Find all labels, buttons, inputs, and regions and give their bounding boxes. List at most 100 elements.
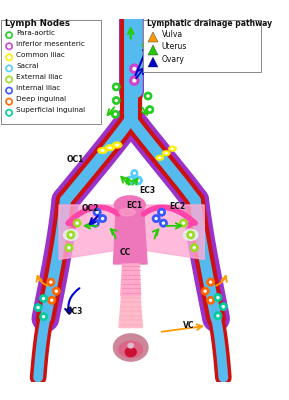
Text: VC: VC <box>183 320 194 330</box>
Circle shape <box>190 244 198 252</box>
Circle shape <box>111 110 119 118</box>
Circle shape <box>50 298 53 302</box>
Circle shape <box>207 278 215 286</box>
Circle shape <box>67 231 75 239</box>
Circle shape <box>94 222 97 225</box>
Circle shape <box>134 176 142 185</box>
Circle shape <box>114 112 117 116</box>
Polygon shape <box>114 208 147 264</box>
Text: Inferior mesenteric: Inferior mesenteric <box>16 41 85 47</box>
Ellipse shape <box>171 148 174 150</box>
Text: EC1: EC1 <box>126 201 142 210</box>
Circle shape <box>201 287 209 295</box>
Circle shape <box>219 302 227 311</box>
Circle shape <box>152 214 160 223</box>
Text: Ovary: Ovary <box>162 55 184 64</box>
Circle shape <box>8 78 11 81</box>
Circle shape <box>8 45 11 48</box>
Ellipse shape <box>164 152 168 154</box>
Circle shape <box>69 233 73 237</box>
Circle shape <box>52 287 60 295</box>
Text: Lymph Nodes: Lymph Nodes <box>5 19 71 28</box>
Circle shape <box>203 290 207 293</box>
Circle shape <box>182 222 185 225</box>
Circle shape <box>42 297 45 300</box>
Circle shape <box>8 100 11 103</box>
Ellipse shape <box>105 144 115 151</box>
FancyBboxPatch shape <box>143 20 262 72</box>
Text: External iliac: External iliac <box>16 74 63 80</box>
Circle shape <box>49 280 53 284</box>
Circle shape <box>133 172 136 175</box>
Circle shape <box>95 210 99 214</box>
Text: EC3: EC3 <box>139 186 155 195</box>
Circle shape <box>158 208 166 216</box>
Circle shape <box>5 54 13 61</box>
Ellipse shape <box>114 196 145 214</box>
Circle shape <box>144 92 152 100</box>
Circle shape <box>112 96 120 105</box>
Circle shape <box>209 280 212 284</box>
Circle shape <box>8 89 11 92</box>
Circle shape <box>8 111 11 114</box>
Circle shape <box>112 83 120 91</box>
Text: Internal iliac: Internal iliac <box>16 85 61 91</box>
Ellipse shape <box>114 334 148 361</box>
Circle shape <box>8 67 11 70</box>
Ellipse shape <box>64 230 78 240</box>
Circle shape <box>132 67 136 71</box>
Circle shape <box>160 210 163 214</box>
Circle shape <box>209 298 212 302</box>
Text: OC1: OC1 <box>67 155 84 164</box>
Text: Lymphatic drainage pathway: Lymphatic drainage pathway <box>147 19 272 28</box>
Text: EC2: EC2 <box>169 202 185 212</box>
Ellipse shape <box>128 344 134 348</box>
Circle shape <box>47 278 55 286</box>
Text: Sacral: Sacral <box>16 63 39 69</box>
Circle shape <box>40 312 48 321</box>
Circle shape <box>129 64 139 74</box>
Ellipse shape <box>119 208 135 216</box>
Circle shape <box>179 219 188 227</box>
Circle shape <box>67 246 71 249</box>
Circle shape <box>114 85 118 89</box>
Circle shape <box>146 106 154 114</box>
Circle shape <box>5 32 13 39</box>
Circle shape <box>5 76 13 83</box>
Ellipse shape <box>100 149 105 152</box>
Circle shape <box>40 294 48 302</box>
Circle shape <box>207 296 215 304</box>
Text: OC2: OC2 <box>82 204 99 213</box>
Circle shape <box>75 222 79 225</box>
Circle shape <box>5 65 13 72</box>
Circle shape <box>8 56 11 59</box>
Text: OC3: OC3 <box>66 307 83 316</box>
Text: Common iliac: Common iliac <box>16 52 65 58</box>
Circle shape <box>216 296 220 299</box>
Circle shape <box>65 244 73 252</box>
Circle shape <box>101 217 104 220</box>
Polygon shape <box>59 205 118 260</box>
Ellipse shape <box>168 146 177 151</box>
Polygon shape <box>119 296 142 328</box>
Circle shape <box>162 222 165 225</box>
Circle shape <box>55 290 58 293</box>
Circle shape <box>48 296 56 304</box>
Polygon shape <box>121 264 141 296</box>
Circle shape <box>129 178 133 182</box>
Ellipse shape <box>98 147 108 154</box>
Ellipse shape <box>156 155 164 160</box>
Circle shape <box>5 43 13 50</box>
Circle shape <box>146 94 150 98</box>
Circle shape <box>5 87 13 94</box>
Circle shape <box>5 109 13 116</box>
Polygon shape <box>143 205 204 260</box>
Ellipse shape <box>162 150 170 156</box>
Circle shape <box>148 108 151 111</box>
FancyBboxPatch shape <box>1 20 101 124</box>
Ellipse shape <box>112 142 122 148</box>
Circle shape <box>214 294 222 302</box>
Circle shape <box>222 305 225 308</box>
Circle shape <box>192 246 196 249</box>
Text: Vulva: Vulva <box>162 30 183 39</box>
